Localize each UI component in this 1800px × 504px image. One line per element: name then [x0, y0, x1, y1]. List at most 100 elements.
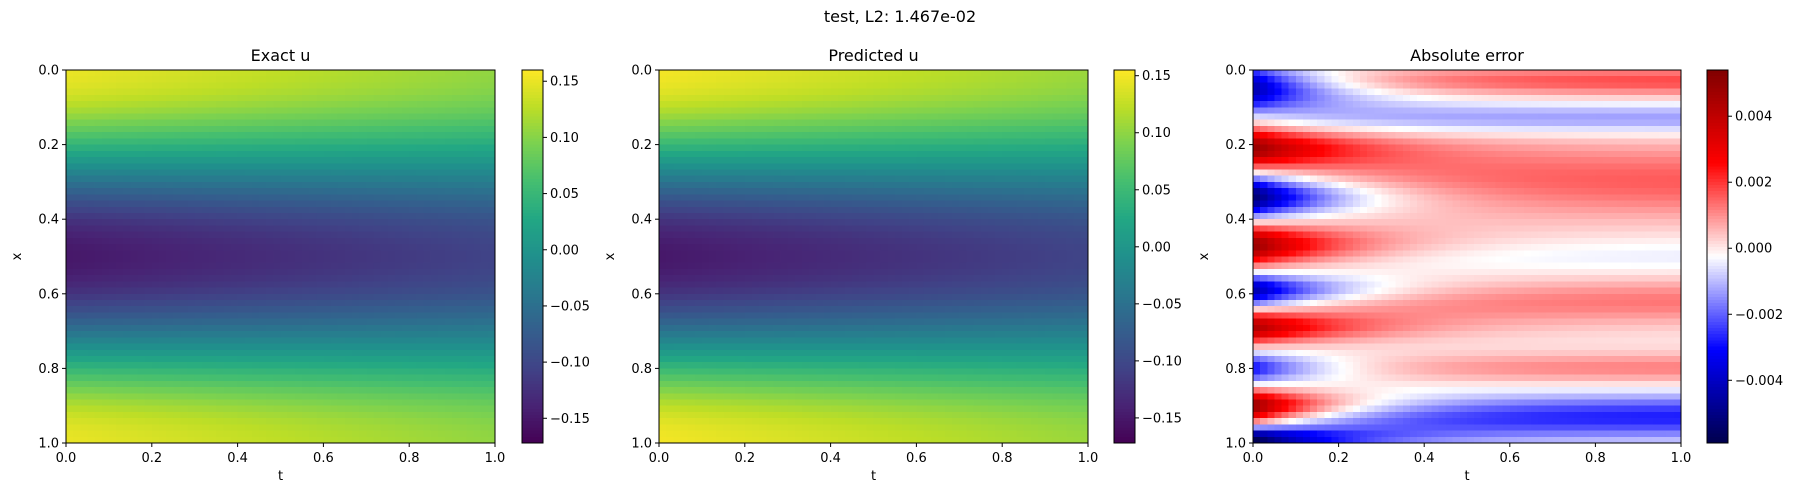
heatmap-cell: [216, 157, 224, 164]
heatmap-cell: [159, 281, 167, 288]
heatmap-cell: [338, 207, 346, 214]
heatmap-cell: [266, 368, 274, 375]
heatmap-cell: [316, 399, 324, 406]
heatmap-cell: [323, 132, 331, 139]
heatmap-cell: [445, 126, 453, 133]
heatmap-cell: [338, 368, 346, 375]
heatmap-cell: [109, 424, 117, 431]
heatmap-cell: [266, 356, 274, 363]
heatmap-cell: [373, 201, 381, 208]
heatmap-cell: [245, 244, 253, 251]
heatmap-cell: [359, 138, 367, 145]
heatmap-cell: [373, 107, 381, 114]
heatmap-cell: [80, 375, 88, 382]
heatmap-cell: [381, 362, 389, 369]
heatmap-cell: [259, 275, 267, 282]
heatmap-cell: [116, 319, 124, 326]
heatmap-cell: [266, 288, 274, 295]
heatmap-cell: [202, 325, 210, 332]
heatmap-cell: [316, 238, 324, 245]
heatmap-cell: [80, 114, 88, 121]
heatmap-cell: [331, 300, 339, 307]
heatmap-cell: [481, 201, 489, 208]
heatmap-cell: [402, 288, 410, 295]
heatmap-cell: [102, 281, 110, 288]
heatmap-cell: [345, 263, 353, 270]
heatmap-cell: [80, 288, 88, 295]
heatmap-cell: [66, 250, 74, 257]
heatmap-cell: [359, 431, 367, 438]
heatmap-cell: [316, 225, 324, 232]
heatmap-cell: [452, 213, 460, 220]
heatmap-cell: [359, 225, 367, 232]
heatmap-cell: [831, 182, 839, 189]
heatmap-cell: [216, 114, 224, 121]
heatmap-cell: [731, 82, 739, 89]
heatmap-cell: [938, 107, 946, 114]
heatmap-cell: [438, 387, 446, 394]
heatmap-cell: [466, 319, 474, 326]
heatmap-cell: [173, 82, 181, 89]
heatmap-cell: [359, 151, 367, 158]
heatmap-cell: [924, 176, 932, 183]
heatmap-cell: [673, 138, 681, 145]
heatmap-cell: [80, 399, 88, 406]
heatmap-cell: [245, 138, 253, 145]
heatmap-cell: [209, 418, 217, 425]
heatmap-cell: [266, 145, 274, 152]
heatmap-cell: [931, 145, 939, 152]
heatmap-cell: [966, 107, 974, 114]
heatmap-cell: [95, 331, 103, 338]
heatmap-cell: [802, 169, 810, 176]
heatmap-cell: [345, 157, 353, 164]
heatmap-cell: [388, 126, 396, 133]
heatmap-cell: [173, 219, 181, 226]
heatmap-cell: [302, 250, 310, 257]
heatmap-cell: [488, 120, 496, 127]
heatmap-cell: [945, 188, 953, 195]
heatmap-cell: [73, 120, 81, 127]
heatmap-cell: [859, 157, 867, 164]
heatmap-cell: [809, 157, 817, 164]
heatmap-cell: [395, 257, 403, 264]
heatmap-cell: [488, 337, 496, 344]
heatmap-cell: [238, 381, 246, 388]
heatmap-cell: [152, 381, 160, 388]
heatmap-cell: [102, 132, 110, 139]
heatmap-cell: [223, 70, 231, 77]
heatmap-cell: [109, 281, 117, 288]
heatmap-cell: [302, 169, 310, 176]
heatmap-cell: [452, 244, 460, 251]
heatmap-cell: [266, 107, 274, 114]
heatmap-cell: [831, 145, 839, 152]
heatmap-cell: [838, 182, 846, 189]
heatmap-cell: [488, 325, 496, 332]
heatmap-cell: [195, 238, 203, 245]
heatmap-cell: [216, 312, 224, 319]
heatmap-cell: [130, 145, 138, 152]
heatmap-cell: [188, 393, 196, 400]
heatmap-cell: [1002, 132, 1010, 139]
heatmap-cell: [452, 424, 460, 431]
heatmap-cell: [474, 213, 482, 220]
heatmap-cell: [680, 114, 688, 121]
heatmap-cell: [80, 257, 88, 264]
heatmap-cell: [238, 232, 246, 239]
heatmap-cell: [388, 201, 396, 208]
heatmap-cell: [945, 157, 953, 164]
heatmap-cell: [216, 306, 224, 313]
heatmap-cell: [680, 145, 688, 152]
heatmap-cell: [316, 82, 324, 89]
heatmap-cell: [302, 101, 310, 108]
heatmap-cell: [381, 163, 389, 170]
heatmap-cell: [345, 344, 353, 351]
heatmap-cell: [431, 238, 439, 245]
heatmap-cell: [159, 82, 167, 89]
y-tick-label: 0.8: [38, 362, 59, 377]
heatmap-cell: [474, 331, 482, 338]
heatmap-cell: [916, 114, 924, 121]
heatmap-cell: [188, 201, 196, 208]
heatmap-cell: [130, 82, 138, 89]
heatmap-cell: [352, 95, 360, 102]
heatmap-cell: [345, 188, 353, 195]
